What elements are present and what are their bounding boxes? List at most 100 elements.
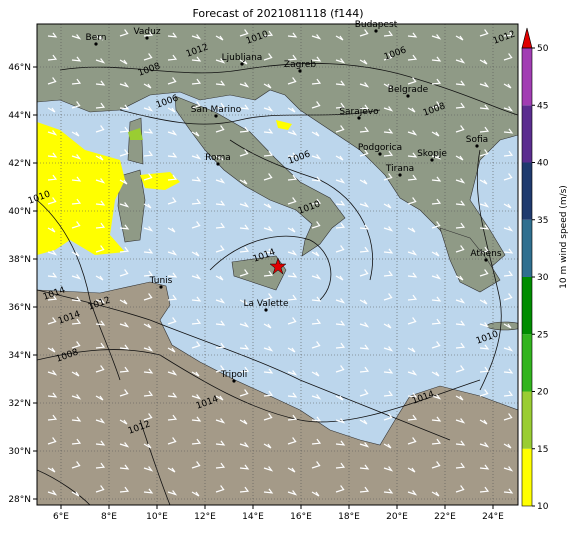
wind-barb: [71, 416, 82, 422]
wind-barb: [335, 200, 346, 206]
wind-barb: [479, 179, 488, 185]
wind-barb: [239, 224, 250, 230]
land-greece: [439, 227, 501, 293]
wind-barb: [335, 418, 346, 424]
wind-barb: [95, 395, 104, 401]
wind-barb: [215, 125, 225, 133]
wind-barb: [455, 200, 466, 206]
wind-barb: [383, 346, 394, 352]
city-dot: [484, 258, 488, 262]
wind-barb: [431, 221, 441, 229]
wind-barb: [407, 32, 418, 38]
wind-barb: [311, 416, 322, 422]
wind-barb: [71, 131, 80, 137]
wind-barb: [239, 126, 250, 133]
wind-barb: [359, 389, 369, 397]
wind-barb: [287, 152, 298, 158]
wind-barb: [311, 394, 322, 400]
wind-barb: [503, 413, 513, 421]
wind-barb: [215, 245, 225, 253]
lat-tick-label: 36°N: [8, 303, 31, 313]
colorbar-tick-label: 30: [537, 273, 549, 283]
wind-barb: [239, 202, 250, 208]
wind-barb: [239, 442, 250, 448]
wind-barb: [455, 58, 466, 64]
lon-tick-label: 16°E: [290, 512, 312, 522]
wind-barb: [71, 101, 81, 109]
wind-barb: [191, 251, 200, 257]
wind-barb: [239, 179, 248, 185]
wind-barb: [359, 464, 370, 470]
wind-barb: [215, 320, 226, 326]
wind-barb: [167, 174, 178, 181]
colorbar-tick-label: 40: [537, 159, 549, 169]
wind-barb: [431, 131, 440, 137]
wind-barb: [191, 438, 202, 445]
wind-barb: [263, 30, 274, 37]
lat-tick-label: 32°N: [8, 399, 31, 409]
wind-barb: [167, 294, 178, 301]
wind-barb: [335, 275, 344, 281]
wind-barb: [71, 296, 82, 302]
colorbar-tick-label: 20: [537, 388, 549, 398]
wind-barb: [239, 366, 250, 373]
wind-barb: [263, 293, 273, 301]
wind-barb: [263, 443, 272, 449]
wind-barb: [503, 173, 513, 181]
lat-tick-label: 28°N: [8, 495, 31, 505]
wind-barb: [263, 150, 274, 157]
wind-barb: [47, 77, 57, 85]
wind-barb: [167, 370, 178, 376]
wind-barb: [479, 299, 488, 305]
wind-barb: [95, 365, 105, 373]
wind-barb: [95, 462, 106, 469]
wind-barb: [383, 30, 394, 37]
lon-tick-label: 8°E: [101, 512, 117, 522]
wind-barb: [287, 272, 298, 278]
wind-barb: [47, 130, 58, 136]
lon-tick-label: 12°E: [194, 512, 216, 522]
wind-barb: [455, 102, 466, 109]
wind-barb: [335, 365, 345, 373]
wind-barb: [383, 83, 392, 89]
wind-barb: [359, 149, 369, 157]
wind-barb: [335, 35, 344, 41]
wind-barb: [167, 227, 176, 233]
wind-barb: [311, 274, 322, 280]
wind-barb: [455, 485, 465, 493]
wind-barb: [359, 299, 368, 305]
wind-barb: [263, 173, 273, 181]
wind-barb: [143, 293, 153, 301]
wind-barb: [71, 341, 81, 349]
wind-barb: [287, 317, 297, 325]
wind-barb: [215, 155, 224, 161]
wind-barb: [311, 438, 322, 445]
wind-barb: [71, 371, 80, 377]
wind-barb: [503, 323, 512, 329]
wind-barb: [215, 418, 226, 424]
wind-barb: [359, 419, 368, 425]
wind-barb: [335, 80, 346, 86]
wind-barb: [71, 176, 82, 182]
wind-barb: [287, 77, 297, 85]
wind-barb: [167, 32, 178, 38]
wind-barb: [335, 298, 346, 304]
wind-barb: [431, 56, 442, 62]
wind-barb: [383, 390, 394, 397]
wind-barb: [383, 368, 394, 374]
wind-barb: [479, 149, 489, 157]
wind-barb: [143, 203, 152, 209]
wind-barb: [239, 29, 249, 37]
city-label: Tunis: [149, 276, 173, 286]
wind-barb: [191, 461, 201, 469]
lon-tick-label: 14°E: [242, 512, 264, 522]
wind-barb: [383, 293, 393, 301]
wind-barb: [287, 414, 298, 421]
wind-barb: [455, 298, 466, 304]
wind-barb: [263, 323, 272, 329]
wind-barb: [119, 269, 129, 277]
wind-barb: [71, 491, 80, 497]
wind-barb: [95, 200, 106, 206]
wind-barb: [383, 203, 392, 209]
wind-barb: [239, 82, 250, 88]
